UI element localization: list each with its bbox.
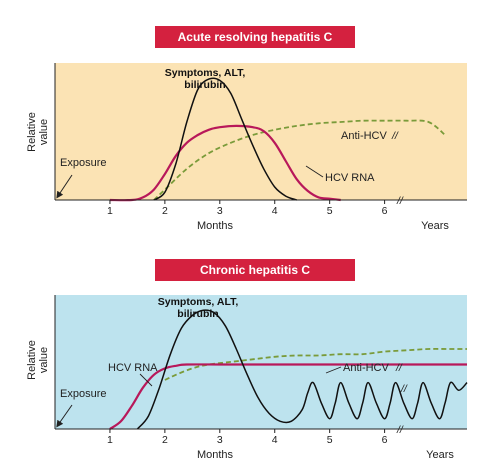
acute-x-label: Months	[197, 220, 234, 232]
chronic-anti-hcv-line	[164, 348, 467, 381]
chronic-anti-hcv-leader	[325, 366, 342, 374]
acute-x-ticks: 1 2 3 4 5 6	[107, 200, 388, 217]
acute-exposure-label: Exposure	[60, 157, 106, 169]
acute-axis-break: //	[396, 195, 404, 207]
acute-x-tick-label-2: 2	[162, 205, 168, 217]
acute-symptoms-label-line-2: bilirubin	[184, 79, 225, 91]
chronic-plot-background	[55, 295, 467, 429]
chronic-symptoms-line	[136, 309, 468, 430]
acute-symptoms-line	[153, 77, 297, 201]
acute-title-banner	[155, 26, 355, 48]
acute-panel: Acute resolving hepatitis C Relative val…	[26, 26, 467, 232]
chronic-axis-break: //	[396, 424, 404, 436]
chronic-x-tick-label-4: 4	[272, 434, 278, 446]
acute-plot-background	[55, 63, 467, 200]
acute-hcv-rna-line	[109, 124, 341, 202]
chronic-exposure-label: Exposure	[60, 388, 106, 400]
acute-anti-hcv-line	[153, 119, 446, 201]
acute-x-tick-label-6: 6	[382, 205, 388, 217]
acute-anti-hcv-label: Anti-HCV	[341, 130, 388, 142]
acute-title: Acute resolving hepatitis C	[178, 30, 333, 44]
acute-y-label-line-2: value	[38, 119, 50, 145]
chronic-y-label-line-1: Relative	[26, 340, 38, 380]
chronic-x-tick-label-1: 1	[107, 434, 113, 446]
acute-x-tick-label-5: 5	[327, 205, 333, 217]
chronic-x2-label: Years	[426, 449, 454, 461]
acute-anti-hcv-break: //	[391, 130, 399, 142]
chronic-title: Chronic hepatitis C	[200, 263, 310, 277]
chronic-curves	[109, 309, 468, 430]
chronic-hcv-rna-label: HCV RNA	[108, 362, 158, 374]
chronic-exposure-arrow	[56, 404, 73, 428]
chronic-anti-hcv-label: Anti-HCV	[343, 362, 390, 374]
chronic-hcv-rna-line	[109, 363, 467, 430]
acute-hcv-rna-label: HCV RNA	[325, 172, 375, 184]
chronic-x-label: Months	[197, 449, 234, 461]
chronic-x-tick-label-3: 3	[217, 434, 223, 446]
acute-x-tick-label-1: 1	[107, 205, 113, 217]
chronic-rna-break: //	[400, 383, 408, 395]
chronic-hcv-rna-leader	[139, 373, 153, 387]
chronic-title-banner	[155, 259, 355, 281]
chronic-x-tick-label-5: 5	[327, 434, 333, 446]
chronic-symptoms-label-line-2: bilirubin	[177, 308, 218, 320]
acute-hcv-rna-leader	[305, 165, 324, 178]
chronic-anti-hcv-break: //	[395, 362, 403, 374]
chronic-y-label-line-2: value	[38, 347, 50, 373]
acute-x-tick-label-4: 4	[272, 205, 278, 217]
chronic-y-label: Relative value	[26, 340, 50, 380]
acute-curves	[109, 77, 446, 202]
acute-exposure-arrow	[56, 174, 73, 199]
acute-y-label: Relative value	[26, 112, 50, 152]
chronic-panel: Chronic hepatitis C Relative value 1 2 3 4 5…	[26, 259, 468, 461]
chronic-symptoms-label-line-1: Symptoms, ALT,	[158, 296, 239, 308]
acute-symptoms-label-line-1: Symptoms, ALT,	[165, 67, 246, 79]
chronic-x-tick-label-6: 6	[382, 434, 388, 446]
acute-x-tick-label-3: 3	[217, 205, 223, 217]
chronic-x-ticks: 1 2 3 4 5 6	[107, 429, 388, 446]
chronic-x-tick-label-2: 2	[162, 434, 168, 446]
acute-y-label-line-1: Relative	[26, 112, 38, 152]
acute-x2-label: Years	[421, 220, 449, 232]
